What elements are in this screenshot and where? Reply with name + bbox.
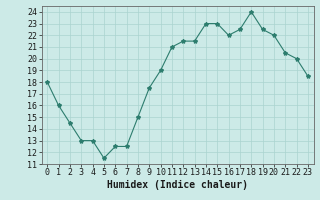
X-axis label: Humidex (Indice chaleur): Humidex (Indice chaleur) bbox=[107, 180, 248, 190]
